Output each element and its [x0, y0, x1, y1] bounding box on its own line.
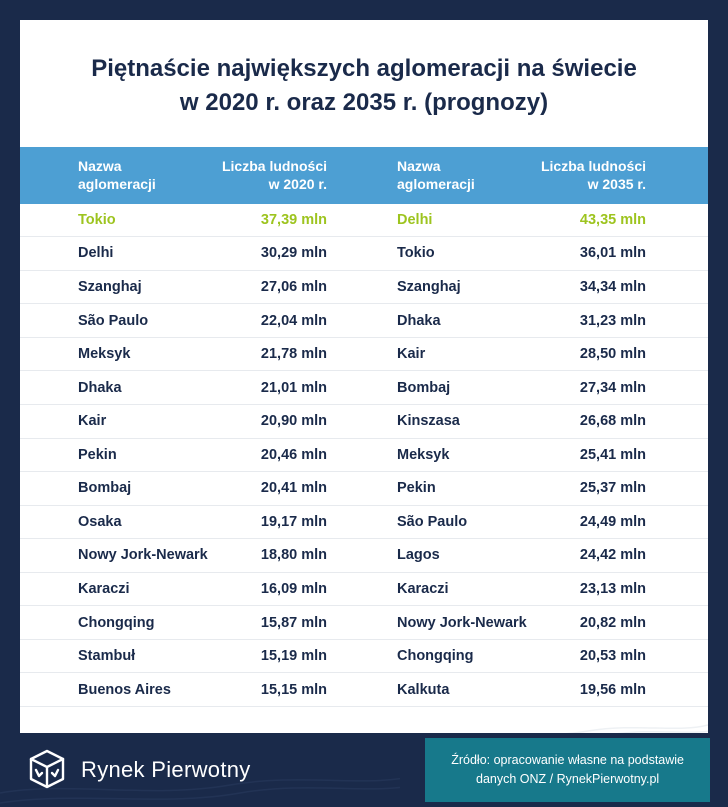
table-header-right: Nazwa aglomeracji Liczba ludności w 2035… — [367, 157, 708, 193]
population-2035: 34,34 mln — [579, 278, 646, 295]
population-2035: 25,41 mln — [579, 446, 646, 463]
population-2035: 24,42 mln — [579, 547, 646, 564]
rynek-pierwotny-logo-icon — [29, 749, 65, 789]
column-header-population-2020: Liczba ludności w 2020 r. — [221, 158, 327, 193]
table-row: Meksyk 21,78 mln Kair 28,50 mln — [20, 338, 708, 372]
title-line-1: Piętnaście największych aglomeracji na ś… — [91, 55, 637, 82]
table-header-left: Nazwa aglomeracji Liczba ludności w 2020… — [20, 157, 367, 193]
population-2020: 30,29 mln — [260, 245, 327, 262]
city-name-2020: Bombaj — [78, 480, 132, 497]
city-name-2035: Delhi — [397, 211, 433, 228]
city-name-2035: São Paulo — [397, 513, 468, 530]
city-name-2020: Stambuł — [78, 648, 136, 665]
table-row: Karaczi 16,09 mln Karaczi 23,13 mln — [20, 573, 708, 607]
city-name-2020: Pekin — [78, 446, 117, 463]
population-2020: 37,39 mln — [260, 211, 327, 228]
city-name-2020: Tokio — [78, 211, 116, 228]
brand-name: Rynek Pierwotny — [81, 757, 251, 782]
city-name-2035: Dhaka — [397, 312, 441, 329]
population-2035: 19,56 mln — [579, 681, 646, 698]
city-name-2020: Meksyk — [78, 346, 131, 363]
city-name-2035: Meksyk — [397, 446, 450, 463]
city-name-2035: Kalkuta — [397, 681, 450, 698]
population-2035: 20,82 mln — [579, 614, 646, 631]
table-row: Osaka 19,17 mln São Paulo 24,49 mln — [20, 506, 708, 540]
population-2035: 20,53 mln — [579, 648, 646, 665]
population-2020: 21,78 mln — [260, 346, 327, 363]
population-2035: 25,37 mln — [579, 480, 646, 497]
city-name-2020: Dhaka — [78, 379, 122, 396]
population-2020: 18,80 mln — [260, 547, 327, 564]
population-2035: 28,50 mln — [579, 346, 646, 363]
city-name-2035: Bombaj — [397, 379, 451, 396]
table-body: Tokio 37,39 mln Delhi 43,35 mln Delhi 30… — [20, 204, 708, 707]
table-row: Stambuł 15,19 mln Chongqing 20,53 mln — [20, 640, 708, 674]
title-line-2: w 2020 r. oraz 2035 r. (prognozy) — [179, 88, 549, 116]
city-name-2035: Kinszasa — [397, 413, 460, 430]
city-name-2020: Delhi — [78, 245, 114, 262]
population-2020: 27,06 mln — [260, 278, 327, 295]
city-name-2020: Karaczi — [78, 581, 130, 598]
column-header-name-2035: Nazwa aglomeracji — [397, 158, 475, 193]
city-name-2035: Tokio — [397, 245, 435, 262]
population-2020: 19,17 mln — [260, 513, 327, 530]
city-name-2035: Kair — [397, 346, 426, 363]
city-name-2035: Karaczi — [397, 581, 449, 598]
table-row: Dhaka 21,01 mln Bombaj 27,34 mln — [20, 371, 708, 405]
population-2020: 15,87 mln — [260, 614, 327, 631]
source-line-2: danych ONZ / RynekPierwotny.pl — [476, 772, 660, 786]
table-row: Chongqing 15,87 mln Nowy Jork-Newark 20,… — [20, 606, 708, 640]
source-line-1: Źródło: opracowanie własne na podstawie — [451, 752, 684, 767]
population-2020: 21,01 mln — [260, 379, 327, 396]
city-name-2035: Chongqing — [397, 648, 474, 665]
table-row: Bombaj 20,41 mln Pekin 25,37 mln — [20, 472, 708, 506]
table-header: Nazwa aglomeracji Liczba ludności w 2020… — [20, 147, 708, 204]
column-header-name-2020: Nazwa aglomeracji — [78, 158, 156, 193]
population-2035: 24,49 mln — [579, 513, 646, 530]
population-2035: 43,35 mln — [579, 211, 646, 228]
page-title: Piętnaście największych aglomeracji na ś… — [20, 20, 708, 147]
city-name-2020: Osaka — [78, 513, 122, 530]
population-2020: 20,90 mln — [260, 413, 327, 430]
city-name-2020: Kair — [78, 413, 107, 430]
table-row: São Paulo 22,04 mln Dhaka 31,23 mln — [20, 304, 708, 338]
table-row: Delhi 30,29 mln Tokio 36,01 mln — [20, 237, 708, 271]
brand: Rynek Pierwotny — [26, 748, 251, 792]
source-box: Źródło: opracowanie własne na podstawie … — [425, 737, 710, 803]
population-2035: 26,68 mln — [579, 413, 646, 430]
city-name-2020: São Paulo — [78, 312, 149, 329]
city-name-2035: Lagos — [397, 547, 440, 564]
city-name-2020: Szanghaj — [78, 278, 142, 295]
city-name-2020: Nowy Jork-Newark — [78, 547, 208, 564]
population-2035: 27,34 mln — [579, 379, 646, 396]
footer: Rynek Pierwotny Źródło: opracowanie włas… — [0, 733, 728, 807]
city-name-2020: Buenos Aires — [78, 681, 171, 698]
population-2035: 31,23 mln — [579, 312, 646, 329]
city-name-2035: Pekin — [397, 480, 436, 497]
population-2035: 23,13 mln — [579, 581, 646, 598]
content-card: Piętnaście największych aglomeracji na ś… — [20, 20, 708, 733]
population-2020: 20,41 mln — [260, 480, 327, 497]
population-2020: 15,19 mln — [260, 648, 327, 665]
city-name-2035: Nowy Jork-Newark — [397, 614, 527, 631]
city-name-2035: Szanghaj — [397, 278, 461, 295]
table-row: Kair 20,90 mln Kinszasa 26,68 mln — [20, 405, 708, 439]
table-row: Tokio 37,39 mln Delhi 43,35 mln — [20, 204, 708, 238]
population-2035: 36,01 mln — [579, 245, 646, 262]
population-2020: 22,04 mln — [260, 312, 327, 329]
population-2020: 15,15 mln — [260, 681, 327, 698]
column-header-population-2035: Liczba ludności w 2035 r. — [540, 158, 646, 193]
table-row: Nowy Jork-Newark 18,80 mln Lagos 24,42 m… — [20, 539, 708, 573]
table-row: Buenos Aires 15,15 mln Kalkuta 19,56 mln — [20, 673, 708, 707]
city-name-2020: Chongqing — [78, 614, 155, 631]
population-2020: 20,46 mln — [260, 446, 327, 463]
population-2020: 16,09 mln — [260, 581, 327, 598]
table-row: Szanghaj 27,06 mln Szanghaj 34,34 mln — [20, 271, 708, 305]
table-row: Pekin 20,46 mln Meksyk 25,41 mln — [20, 439, 708, 473]
